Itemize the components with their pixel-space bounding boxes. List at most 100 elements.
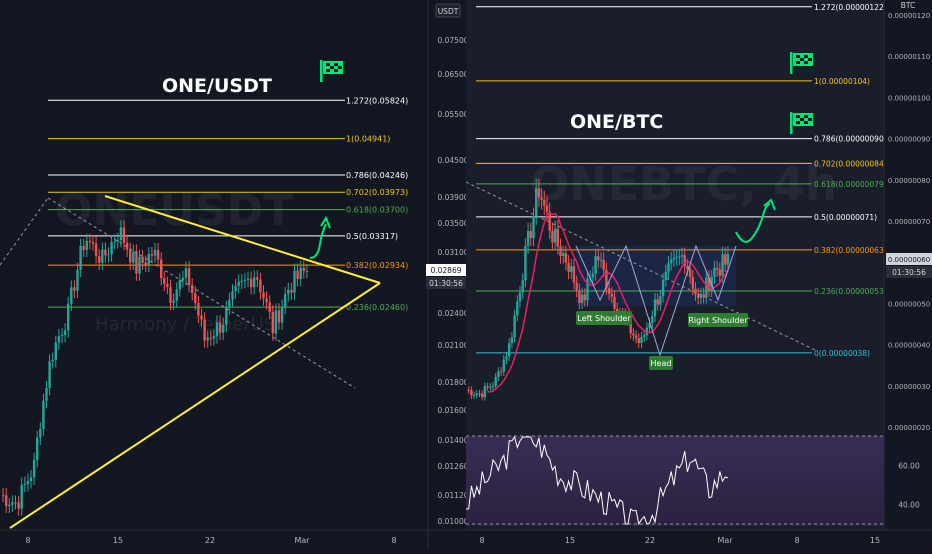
right-candle-body (562, 253, 565, 256)
triangle-lower-trendline[interactable] (9, 282, 381, 529)
head-shoulders-outline (575, 244, 737, 357)
right-fib-label: 0.702(0.00000084) (814, 159, 887, 168)
left-candle-body (32, 459, 36, 478)
right-candle-body (659, 296, 662, 305)
head-label: Head (651, 359, 672, 368)
left-candle-body (36, 437, 39, 460)
left-candle-body (163, 278, 166, 284)
left-x-tick-label: 8 (391, 536, 396, 545)
right-price-axis[interactable]: BTC 0.00000120 0.00000110 0.00000100 0.0000… (883, 0, 932, 550)
left-candle-body (91, 241, 95, 244)
x-axis-labels: 8 15 22 Mar 8 8 15 22 Mar 8 15 (25, 536, 880, 545)
right-candle-body (483, 386, 487, 398)
right-candle-body (605, 269, 608, 289)
left-watermark-subtitle: Harmony / TetherUS (95, 314, 275, 335)
right-chart-panel[interactable]: ONEBTC, 4h 1.272(0.00000122)1(0.00000104… (465, 0, 887, 550)
right-candle-body (610, 293, 613, 297)
right-flag-icon-bottom (790, 112, 813, 134)
left-pair-title: ONE/USDT (162, 75, 272, 97)
right-candle-body (664, 271, 667, 281)
left-candle-body (17, 502, 20, 509)
right-candle-body (489, 386, 492, 388)
x-axis-strip (0, 530, 932, 550)
right-fib-levels: 1.272(0.00000122) 1(0.00000104) 0.786(0.00… (476, 3, 887, 358)
left-candle-body (138, 256, 141, 274)
right-x-tick-label: 8 (794, 536, 799, 545)
right-fib-label: 0.786(0.00000090) (814, 135, 887, 144)
left-candle-body (29, 477, 33, 482)
rsi-y-ticks: 60.00 40.00 (898, 461, 920, 509)
right-fib-label: 1.272(0.00000122) (814, 3, 887, 12)
right-candle-body (535, 188, 538, 217)
right-candle-body (559, 246, 562, 256)
triangle-upper-trendline[interactable] (104, 195, 381, 284)
left-candle-body (262, 292, 265, 299)
left-candle-body (23, 484, 26, 486)
right-x-tick-label: 15 (870, 536, 880, 545)
left-dashed-trend-b (47, 197, 356, 389)
right-candle-body (651, 316, 654, 324)
right-fib-label: 0(0.00000038) (814, 349, 870, 358)
left-candle-body (296, 270, 299, 280)
left-time-badge (426, 277, 466, 289)
right-candle-body (697, 294, 700, 298)
right-y-tick-label: 0.00000030 (888, 383, 930, 391)
left-candles (1, 220, 309, 516)
left-y-tick-label: 0.05500 (437, 110, 468, 119)
left-chart-panel[interactable]: ONEUSDT Harmony / TetherUS 1.272(0.05824… (0, 0, 428, 550)
left-candle-body (48, 361, 51, 388)
right-candle-body (467, 390, 470, 392)
right-y-tick-label: 0.00000050 (888, 300, 930, 308)
right-candle-body (637, 338, 640, 343)
left-y-tick-label: 0.01600 (437, 406, 468, 415)
left-y-tick-label: 0.01800 (437, 378, 468, 387)
left-candle-body (125, 242, 129, 250)
left-candle-body (57, 336, 61, 343)
right-candle-body (508, 343, 511, 357)
left-candle-body (1, 495, 5, 497)
left-candle-body (5, 495, 8, 507)
right-candle-body (529, 231, 532, 239)
left-candle-body (246, 278, 250, 280)
left-candle-body (160, 259, 163, 279)
left-price-axis[interactable]: USDT 0.07500 0.06500 0.05500 0.04500 0.03900… (426, 0, 469, 550)
left-candle-body (237, 281, 240, 287)
left-candle-body (113, 241, 116, 243)
left-time-badge-text: 01:30:56 (429, 279, 463, 288)
right-y-tick-label: 0.00000040 (888, 342, 930, 350)
left-candle-body (8, 504, 11, 507)
left-candle-body (274, 310, 278, 334)
left-candle-body (231, 291, 234, 300)
right-fib-label: 0.618(0.00000079) (814, 180, 887, 189)
left-x-tick-label: 15 (113, 536, 123, 545)
right-candle-body (526, 231, 530, 247)
right-candle-body (502, 359, 505, 372)
right-shoulder-tag (688, 313, 748, 327)
left-candle-body (70, 287, 73, 304)
left-price-badge-text: 0.02869 (430, 266, 461, 275)
left-candle-body (150, 254, 154, 256)
right-candle-body (724, 254, 727, 265)
left-candle-body (228, 299, 231, 308)
right-candle-body (494, 376, 497, 386)
left-shoulder-label: Left Shoulder (577, 314, 631, 323)
left-candle-body (178, 280, 181, 290)
right-candle-body (661, 280, 665, 297)
right-candle-body (597, 256, 600, 261)
left-candle-body (249, 278, 253, 288)
right-pair-title: ONE/BTC (570, 111, 663, 133)
left-candle-body (67, 303, 70, 331)
right-candle-body (726, 253, 730, 265)
right-flag-icon-top (790, 52, 813, 74)
left-candle-body (82, 245, 85, 250)
rsi-line (465, 435, 729, 526)
right-fib-label: 1(0.00000104) (814, 77, 870, 86)
left-candle-body (209, 337, 212, 339)
left-candle-body (39, 428, 42, 438)
left-y-tick-label: 0.01400 (437, 436, 468, 445)
left-candle-body (101, 249, 104, 263)
left-candle-body (277, 310, 281, 323)
right-candle-body (607, 288, 611, 294)
right-candle-body (505, 356, 508, 360)
